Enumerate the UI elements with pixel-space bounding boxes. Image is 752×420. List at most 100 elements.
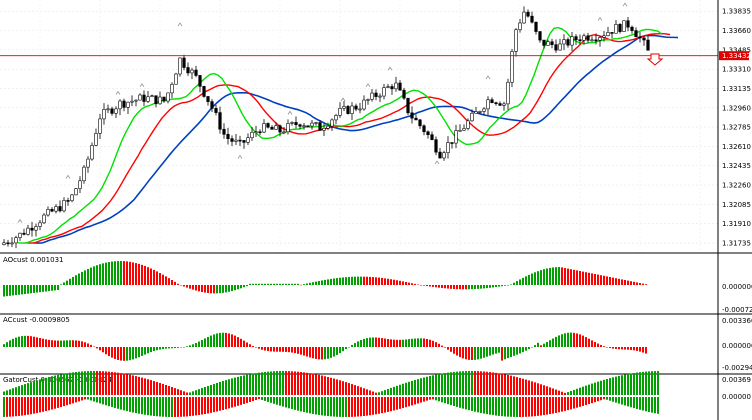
candle [502,101,506,111]
gator-lower-bar [582,397,584,406]
histogram-bar [207,336,209,347]
gator-upper-bar [240,376,242,395]
histogram-bar [579,271,581,285]
histogram-bar [489,347,491,356]
histogram-bar [111,261,113,285]
gator-panel[interactable]: GatorCust 0.000567 -0.000124 0.00369 0.0… [0,371,752,417]
candle-body [242,140,246,143]
candle-body [458,129,462,132]
price-panel[interactable] [0,0,718,252]
histogram-bar [603,346,605,347]
gator-upper-bar [318,374,320,395]
gator-upper-bar [165,384,167,395]
fractal-arrows [17,2,628,223]
candle-body [266,123,270,128]
histogram-bar [195,285,197,291]
candle-body [282,131,286,134]
candle-body [646,39,650,51]
candle [430,131,434,141]
histogram-bar [363,338,365,347]
candle [450,142,454,149]
candle-body [522,11,526,24]
gator-upper-bar [300,372,302,395]
gator-upper-bar [531,381,533,395]
candle-body [366,99,370,101]
price-level-label: 1.32610 [722,143,751,151]
candle-body [594,39,598,42]
ao-panel[interactable]: AOcust 0.001031 0.000000 -0.000726 [0,252,752,314]
histogram-bar [561,334,563,347]
gator-lower-bar [480,397,482,414]
gator-lower-bar [621,397,623,405]
gator-lower-bar [447,397,449,405]
candle-body [362,99,366,110]
histogram-bar [195,342,197,347]
candle [414,114,418,121]
price-level-label: 1.32085 [722,201,751,209]
candle-body [462,128,466,131]
histogram-bar [261,347,263,350]
candle-body [34,226,38,231]
gator-upper-bar [360,387,362,395]
gator-lower-bar [507,397,509,417]
histogram-bar [576,270,578,285]
gator-upper-bar [45,377,47,395]
histogram-bar [630,281,632,285]
gator-upper-bar [351,384,353,395]
gator-lower-bar [384,397,386,413]
gator-upper-bar [615,376,617,395]
histogram-bar [300,284,302,286]
candle [526,9,530,18]
candle [494,101,498,106]
histogram-bar [123,261,125,285]
histogram-bar [282,347,284,352]
candle-body [414,117,418,121]
histogram-bar [282,283,284,285]
candle-body [86,158,90,168]
candlesticks[interactable] [2,6,650,249]
ac-panel[interactable]: ACcust -0.0009805 0.0033607 0.000000 -0.… [0,313,752,372]
histogram-bar [138,263,140,285]
candle-body [122,100,126,108]
gator-lower-bar [408,397,410,407]
gator-lower-bar [180,397,182,417]
gator-lower-bar [444,397,446,404]
candle [306,125,310,128]
histogram-bar [21,285,23,295]
histogram-bar [75,340,77,347]
histogram-bar [93,346,95,348]
histogram-bar [153,269,155,285]
gator-lower-bar [471,397,473,411]
gator-upper-bar [573,389,575,395]
gator-upper-bar [162,383,164,395]
histogram-bar [507,285,509,286]
gator-upper-bar [543,385,545,395]
candle [346,105,350,115]
gator-upper-bar [447,372,449,395]
candle [506,78,510,110]
candle [366,98,370,105]
gator-lower-bar [450,397,452,406]
gator-lower-bar [387,397,389,412]
gator-lower-bar [321,397,323,416]
gator-upper-bar [84,371,86,395]
gator-lower-bar [525,397,527,417]
gator-lower-bar [348,397,350,417]
histogram-bar [90,267,92,285]
candle [214,104,218,116]
histogram-bar [156,347,158,351]
candle-body [586,35,590,41]
histogram-bar [246,285,248,287]
candle-body [486,99,490,110]
gator-lower-bar [597,397,599,402]
gator-upper-bar [261,372,263,395]
gator-lower-bar [297,397,299,411]
gator-lower-bar [501,397,503,417]
gator-upper-bar [18,386,20,395]
histogram-bar [402,281,404,285]
histogram-bar [426,338,428,347]
gator-lower-bar [96,397,98,403]
gator-lower-bar [213,397,215,413]
gator-upper-bar [594,382,596,395]
